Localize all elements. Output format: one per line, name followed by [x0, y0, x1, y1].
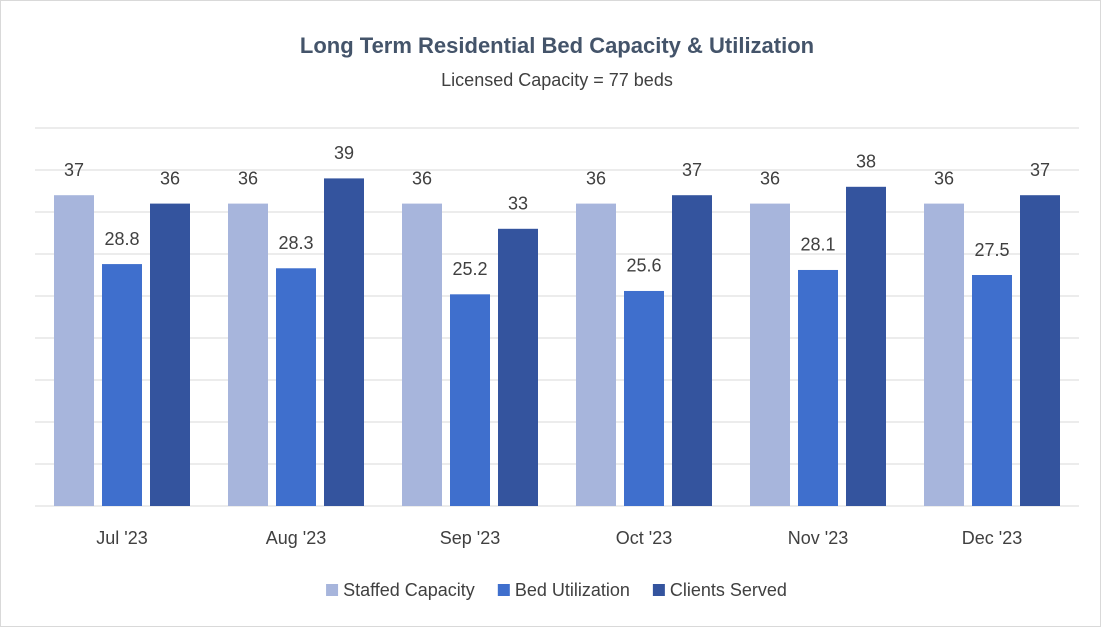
bar — [276, 268, 316, 506]
bar — [228, 203, 268, 506]
x-tick-label: Aug '23 — [266, 528, 327, 548]
data-label: 25.2 — [452, 259, 487, 279]
chart-title: Long Term Residential Bed Capacity & Uti… — [300, 33, 814, 58]
legend-label: Staffed Capacity — [343, 580, 475, 600]
bar — [54, 195, 94, 506]
data-label: 36 — [238, 168, 258, 188]
data-label: 27.5 — [974, 240, 1009, 260]
bar — [924, 203, 964, 506]
bar — [450, 294, 490, 506]
bar — [498, 228, 538, 507]
legend-label: Bed Utilization — [515, 580, 630, 600]
bar — [102, 264, 142, 506]
bar — [798, 269, 838, 506]
data-label: 36 — [934, 168, 954, 188]
bar — [750, 203, 790, 506]
data-label: 28.1 — [800, 235, 835, 255]
x-tick-label: Jul '23 — [96, 528, 147, 548]
bar — [576, 203, 616, 506]
bar — [150, 203, 190, 506]
data-label: 28.8 — [104, 229, 139, 249]
data-label: 36 — [160, 168, 180, 188]
legend-swatch — [652, 584, 665, 596]
bar — [972, 275, 1012, 506]
data-label: 36 — [586, 168, 606, 188]
chart-subtitle: Licensed Capacity = 77 beds — [441, 70, 673, 90]
x-tick-label: Dec '23 — [962, 528, 1022, 548]
x-tick-label: Oct '23 — [616, 528, 672, 548]
x-tick-label: Nov '23 — [788, 528, 848, 548]
data-label: 36 — [412, 168, 432, 188]
x-tick-label: Sep '23 — [440, 528, 501, 548]
data-label: 25.6 — [626, 256, 661, 276]
data-label: 37 — [682, 160, 702, 180]
legend-swatch — [326, 584, 339, 596]
bar — [1020, 195, 1060, 506]
bar — [624, 290, 664, 506]
data-label: 39 — [334, 143, 354, 163]
bar — [846, 186, 886, 507]
data-label: 37 — [1030, 160, 1050, 180]
bar — [402, 203, 442, 506]
legend-swatch — [497, 584, 510, 596]
data-label: 28.3 — [278, 233, 313, 253]
bar — [672, 195, 712, 506]
bar — [324, 178, 364, 506]
data-label: 38 — [856, 152, 876, 172]
data-label: 36 — [760, 168, 780, 188]
data-label: 37 — [64, 160, 84, 180]
data-label: 33 — [508, 194, 528, 214]
legend-label: Clients Served — [670, 580, 787, 600]
